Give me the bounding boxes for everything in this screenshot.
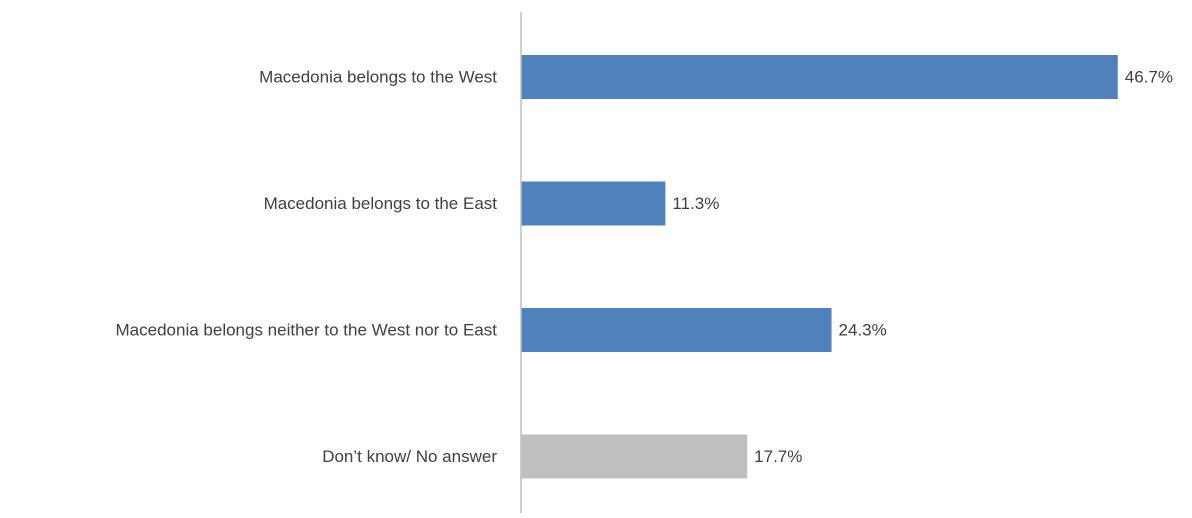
value-label-2: 11.3% [672,194,719,213]
value-labels-layer: 46.7% 11.3% 24.3% 17.7% [672,68,1173,467]
value-label-3: 24.3% [839,321,887,340]
bar-2 [521,181,666,226]
category-label-1: Macedonia belongs to the West [259,68,497,87]
bars-layer [521,55,1118,479]
category-label-4: Don’t know/ No answer [322,447,497,466]
value-label-1: 46.7% [1125,68,1173,87]
category-label-3: Macedonia belongs neither to the West no… [116,321,498,340]
bar-1 [521,55,1118,99]
value-label-4: 17.7% [754,447,802,466]
category-label-2: Macedonia belongs to the East [264,194,498,213]
bar-4 [521,434,748,479]
category-labels-layer: Macedonia belongs to the West Macedonia b… [116,68,498,467]
bar-3 [521,308,832,352]
